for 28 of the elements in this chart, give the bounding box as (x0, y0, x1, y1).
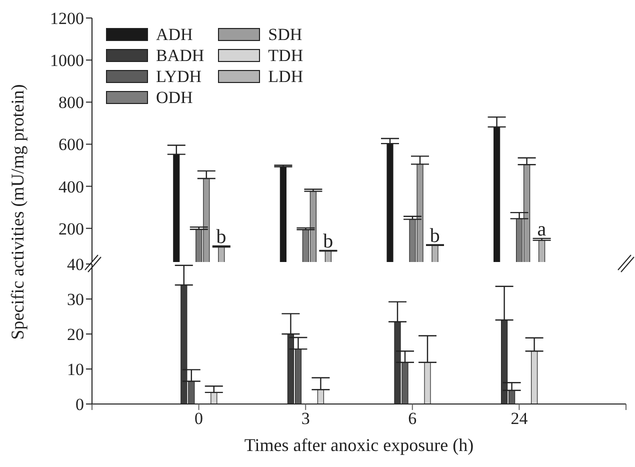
annotation: b (323, 230, 334, 252)
legend-label: BADH (156, 46, 204, 66)
legend-label: LYDH (156, 66, 202, 86)
annotation: b (430, 224, 440, 247)
x-tick-label: 6 (408, 409, 417, 428)
x-axis-title: Times after anoxic exposure (h) (244, 434, 474, 455)
legend-label: ADH (156, 24, 193, 44)
x-tick-label: 3 (301, 409, 310, 428)
y-tick-label: 1200 (50, 9, 84, 28)
legend-label: ODH (156, 88, 193, 108)
y-tick-label: 0 (76, 395, 84, 414)
y-tick-label: 1000 (50, 51, 84, 70)
y-tick-label: 30 (67, 290, 84, 310)
x-tick-label: 24 (510, 409, 528, 428)
y-tick-label: 20 (67, 325, 84, 344)
x-tick-label: 0 (194, 409, 204, 428)
annotation: b (216, 226, 226, 248)
y-tick-label: 40 (67, 255, 84, 274)
y-tick-label: 800 (58, 93, 84, 112)
legend-label: SDH (268, 24, 302, 44)
legend-label: LDH (268, 66, 304, 86)
y-tick-label: 200 (58, 219, 84, 238)
y-axis-title: Specific activities (mU/mg protein) (8, 84, 28, 340)
annotation: a (537, 218, 546, 240)
legend-label: TDH (268, 46, 304, 66)
y-tick-label: 400 (58, 177, 84, 196)
y-tick-label: 600 (58, 135, 84, 154)
y-tick-label: 10 (67, 360, 84, 380)
